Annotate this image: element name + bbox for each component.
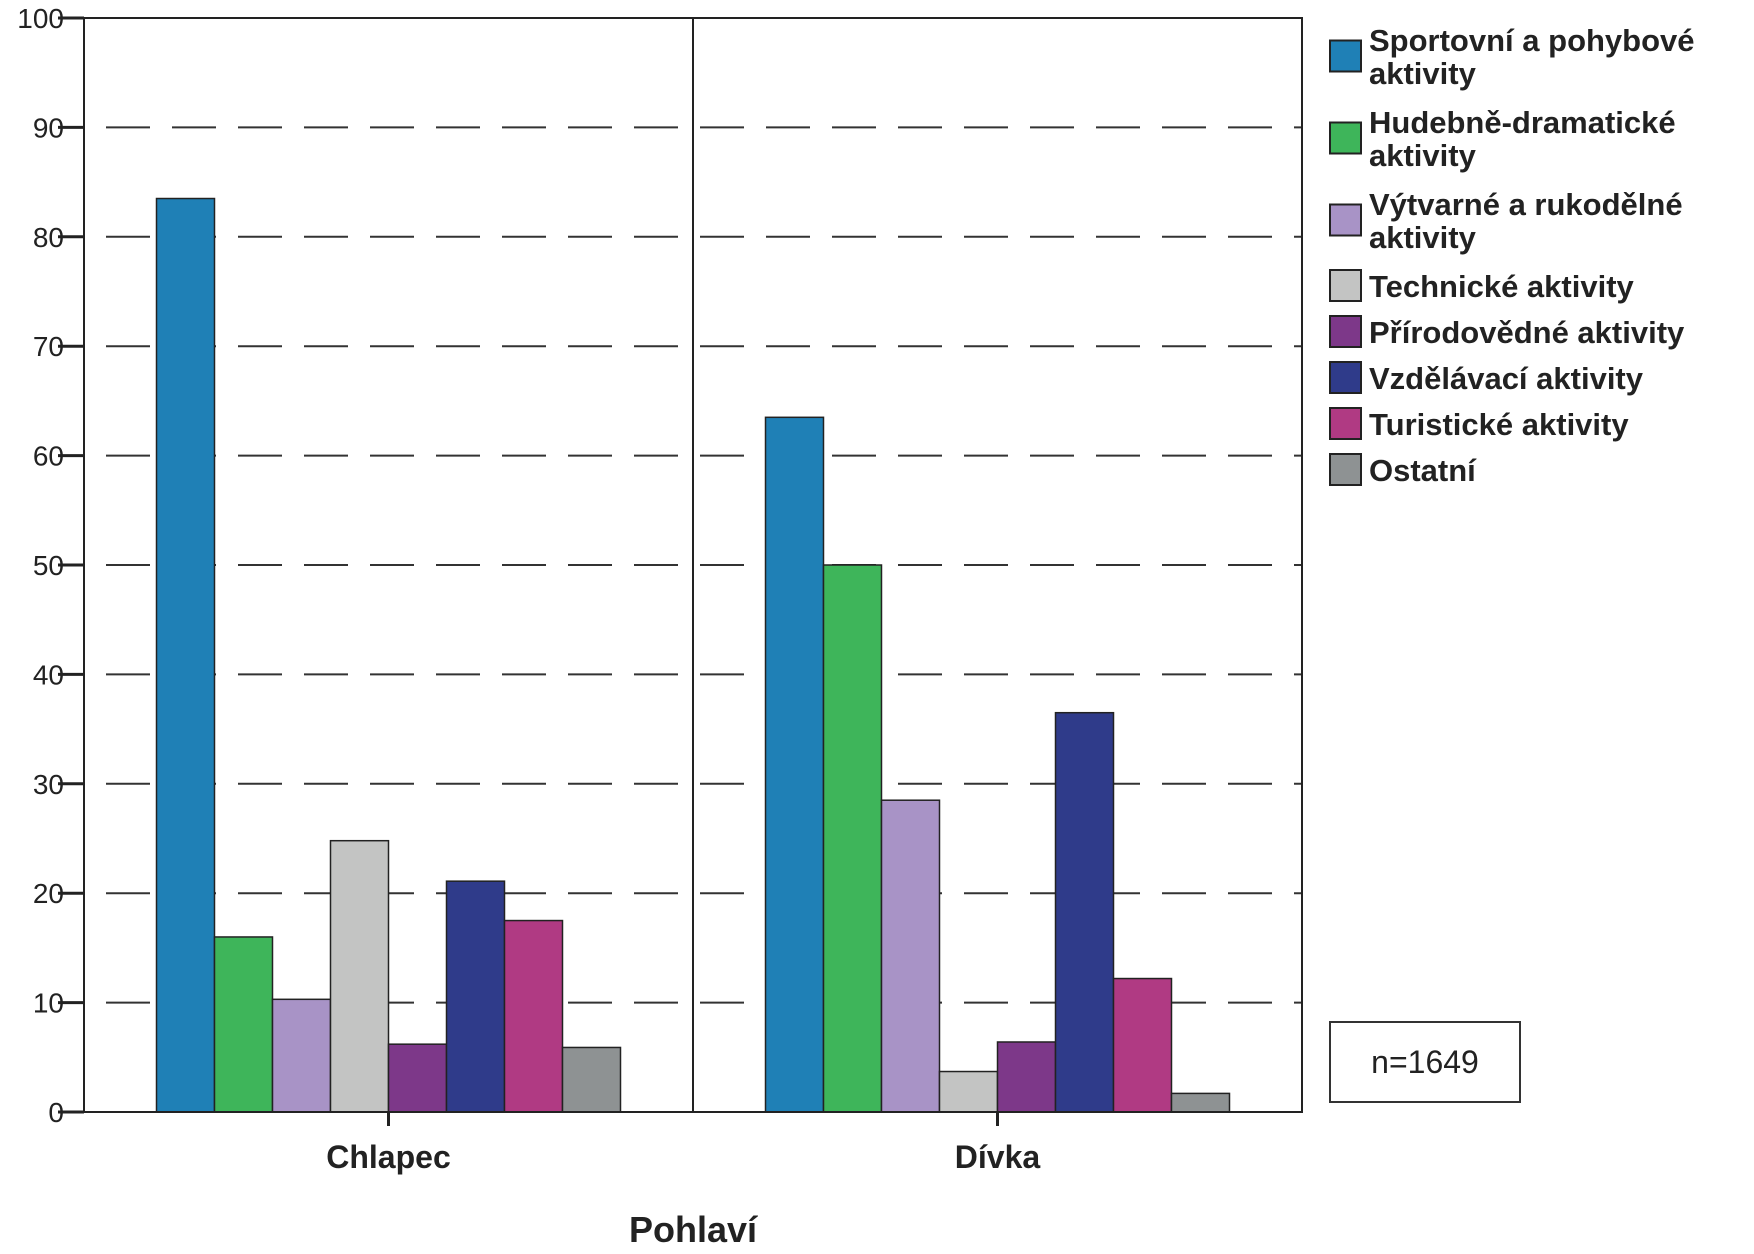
legend-swatch xyxy=(1329,453,1362,486)
legend-swatch xyxy=(1329,269,1362,302)
bar xyxy=(155,197,216,1113)
legend-label: Hudebně-dramatické aktivity xyxy=(1369,105,1676,173)
y-tick-label: 100 xyxy=(17,3,64,34)
y-tick-label: 10 xyxy=(33,988,64,1019)
bar xyxy=(503,919,564,1113)
x-categories: Chlapec Dívka xyxy=(326,1139,1040,1175)
legend-label: Turistické aktivity xyxy=(1369,407,1629,442)
y-tick-label: 20 xyxy=(33,878,64,909)
y-tick-label: 60 xyxy=(33,441,64,472)
x-category-label: Chlapec xyxy=(326,1139,450,1175)
bar xyxy=(387,1043,448,1113)
sample-size-label: n=1649 xyxy=(1371,1044,1479,1080)
legend-swatch xyxy=(1329,203,1362,237)
y-tick-label: 50 xyxy=(33,550,64,581)
y-tick-label: 40 xyxy=(33,659,64,690)
bar xyxy=(880,799,941,1113)
legend-label: Sportovní a pohybové aktivity xyxy=(1369,23,1695,91)
y-tick-label: 0 xyxy=(48,1097,64,1128)
sample-size-frame xyxy=(1329,1021,1521,1103)
legend-swatch xyxy=(1329,361,1362,394)
x-axis-title: Pohlaví xyxy=(629,1209,758,1249)
bar xyxy=(996,1041,1057,1113)
legend-label: Přírodovědné aktivity xyxy=(1369,315,1685,350)
legend-label: Vzdělávací aktivity xyxy=(1369,361,1644,396)
bar xyxy=(561,1046,622,1113)
bar xyxy=(1170,1092,1231,1113)
bar xyxy=(445,880,506,1113)
y-ticks: 0 10 20 30 40 50 60 70 80 90 100 xyxy=(17,3,84,1128)
bar xyxy=(764,416,825,1113)
bar xyxy=(329,839,390,1113)
x-category-label: Dívka xyxy=(955,1139,1041,1175)
bar xyxy=(1112,977,1173,1113)
bar xyxy=(822,564,883,1113)
legend-label: Výtvarné a rukodělné aktivity xyxy=(1369,187,1683,255)
legend-swatch xyxy=(1329,39,1362,73)
bars xyxy=(155,197,1231,1113)
legend-swatch xyxy=(1329,407,1362,440)
legend-label: Ostatní xyxy=(1369,453,1477,488)
legend-swatch xyxy=(1329,315,1362,348)
y-tick-label: 80 xyxy=(33,222,64,253)
bar xyxy=(213,936,274,1113)
bar xyxy=(938,1070,999,1113)
y-tick-label: 30 xyxy=(33,769,64,800)
legend-label: Technické aktivity xyxy=(1369,269,1635,304)
sample-size-box: n=1649 xyxy=(1329,1021,1521,1103)
y-tick-label: 70 xyxy=(33,331,64,362)
y-tick-label: 90 xyxy=(33,112,64,143)
bar xyxy=(271,998,332,1113)
legend-swatch xyxy=(1329,121,1362,155)
legend: Sportovní a pohybové aktivity Hudebně-dram… xyxy=(1329,23,1695,488)
bar xyxy=(1054,711,1115,1113)
